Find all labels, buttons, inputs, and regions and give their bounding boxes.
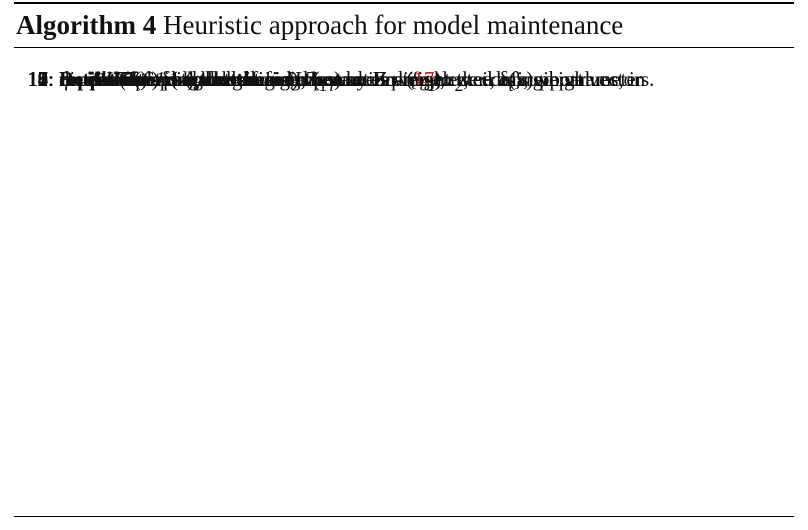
math-expr: , ..., z (463, 67, 509, 91)
line-number: 5: (37, 67, 54, 91)
math-expr: i > t (106, 67, 143, 91)
math-sub: i (329, 75, 335, 96)
line-text: is reached (141, 67, 237, 91)
line-13-body: until i > t (59, 66, 143, 94)
math-expr: H(z (105, 67, 136, 91)
line-10-body: H(x) is updated using Z1 and its weight … (119, 66, 538, 100)
line-text: Compute the margin m(z (119, 67, 330, 91)
math-expr: , z (435, 67, 455, 91)
line-text: ascending order. (119, 67, 257, 91)
end-if-keyword: end if (87, 67, 138, 91)
require-keyword: Require: (59, 67, 138, 91)
line-text: The η smallest margin instances are sele… (119, 67, 655, 91)
line-text: Strong classifier (143, 67, 281, 91)
line-number: 13: (27, 67, 54, 91)
line-number: 8: (37, 67, 54, 91)
line-text: η. (59, 67, 75, 91)
line-1-body: Require: Strong classifier H, test set Z… (59, 66, 591, 100)
line-number: 12: (27, 67, 54, 91)
until-keyword: until (59, 67, 102, 91)
line-text: ) by Eq. ( (334, 67, 414, 91)
line-number: 11: (27, 67, 54, 91)
line-4-body: if H(zi) = 1 (background) then (87, 66, 343, 100)
title-rule (14, 47, 794, 48)
algorithm-caption: Heuristic approach for model maintenance (162, 10, 624, 40)
math-var: time (105, 67, 142, 91)
line-number: 9: (37, 67, 54, 91)
algorithm-label: Algorithm 4 (16, 10, 157, 40)
line-5-body: Compute the margin m(zi) by Eq. (17). (119, 66, 447, 100)
equation-ref-link[interactable]: 17 (413, 67, 435, 91)
math-sub: 1 (318, 75, 328, 96)
line-text: , test set (300, 67, 369, 91)
math-sub: t (508, 75, 514, 96)
line-text: H(x) is updated using Z (119, 67, 319, 91)
math-expr: Z = {z (374, 67, 428, 91)
line-number: 10: (27, 67, 54, 91)
then-keyword: then (303, 67, 344, 91)
line-number: 6: (37, 67, 54, 91)
line-text: Order all the test instances according t… (119, 67, 646, 91)
math-sub: 2 (454, 75, 464, 96)
bottom-rule (14, 516, 794, 517)
algorithm-title: Algorithm 4 Heuristic approach for model… (16, 8, 623, 42)
line-number: 1: (37, 67, 54, 91)
top-rule (14, 2, 794, 4)
end-if-keyword: end if (87, 67, 138, 91)
math-sub: 1 (427, 75, 436, 96)
line-number: 2: (37, 67, 54, 91)
repeat-keyword: repeat (59, 67, 116, 91)
line-text: ) = 1 (background) (140, 67, 299, 91)
line-text: ). (434, 67, 447, 91)
if-keyword: if (87, 67, 100, 91)
then-keyword: then (236, 67, 276, 91)
line-text: i ← 1 (59, 67, 107, 91)
line-number: 4: (37, 67, 54, 91)
line-text: i ← i + 1 (87, 67, 166, 91)
if-keyword: if (87, 67, 100, 91)
line-7-body: if time is reached then (87, 66, 276, 94)
math-sub: i (135, 75, 141, 96)
line-number: 3: (37, 67, 54, 91)
line-number: 7: (37, 67, 54, 91)
line-text: }, weight (513, 67, 591, 91)
math-var: H (285, 67, 301, 91)
line-text: distribution δ(z), user defined paramete… (59, 67, 643, 91)
line-text: and its weight w ∼ δ(x). (327, 67, 539, 91)
